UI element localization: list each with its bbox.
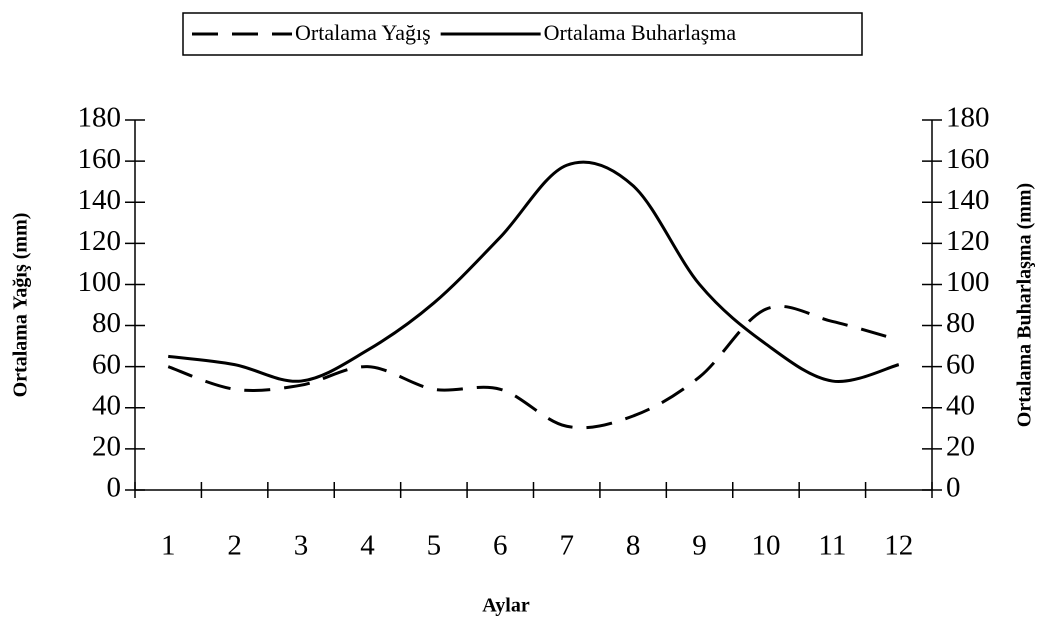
x-tick-label: 12	[884, 530, 913, 562]
y2-tick-label: 80	[946, 307, 975, 339]
y-axis-title: Ortalama Yağış (mm)	[10, 213, 32, 398]
x-tick-label: 9	[692, 530, 707, 562]
x-tick-label: 11	[818, 530, 846, 562]
y-tick-label: 0	[107, 472, 122, 504]
legend-label: Ortalama Yağış	[295, 20, 431, 45]
x-tick-label: 5	[427, 530, 442, 562]
y2-tick-label: 100	[946, 266, 990, 298]
y-tick-label: 160	[78, 143, 122, 175]
x-tick-label: 10	[751, 530, 780, 562]
y2-tick-label: 120	[946, 225, 990, 257]
y-tick-label: 40	[92, 389, 121, 421]
y2-tick-label: 60	[946, 348, 975, 380]
y-tick-label: 180	[78, 102, 122, 134]
y2-tick-label: 140	[946, 184, 990, 216]
y2-tick-label: 160	[946, 143, 990, 175]
y2-tick-label: 20	[946, 431, 975, 463]
series-line	[168, 160, 900, 383]
y2-tick-label: 40	[946, 389, 975, 421]
x-axis-title: Aylar	[482, 595, 530, 617]
legend-box	[182, 12, 863, 56]
y-tick-label: 20	[92, 431, 121, 463]
y2-tick-label: 180	[946, 102, 990, 134]
x-tick-label: 3	[294, 530, 309, 562]
y2-tick-label: 0	[946, 472, 961, 504]
y2-axis-title: Ortalama Buharlaşma (mm)	[1014, 183, 1036, 427]
y-tick-label: 140	[78, 184, 122, 216]
x-tick-label: 8	[626, 530, 641, 562]
x-tick-label: 7	[559, 530, 574, 562]
x-tick-label: 4	[360, 530, 375, 562]
y-tick-label: 100	[78, 266, 122, 298]
y-tick-label: 80	[92, 307, 121, 339]
y-tick-label: 120	[78, 225, 122, 257]
legend-label: Ortalama Buharlaşma	[544, 20, 737, 45]
series-line	[167, 304, 900, 430]
y-tick-label: 60	[92, 348, 121, 380]
x-tick-label: 2	[227, 530, 242, 562]
x-tick-label: 6	[493, 530, 508, 562]
x-tick-label: 1	[161, 530, 176, 562]
